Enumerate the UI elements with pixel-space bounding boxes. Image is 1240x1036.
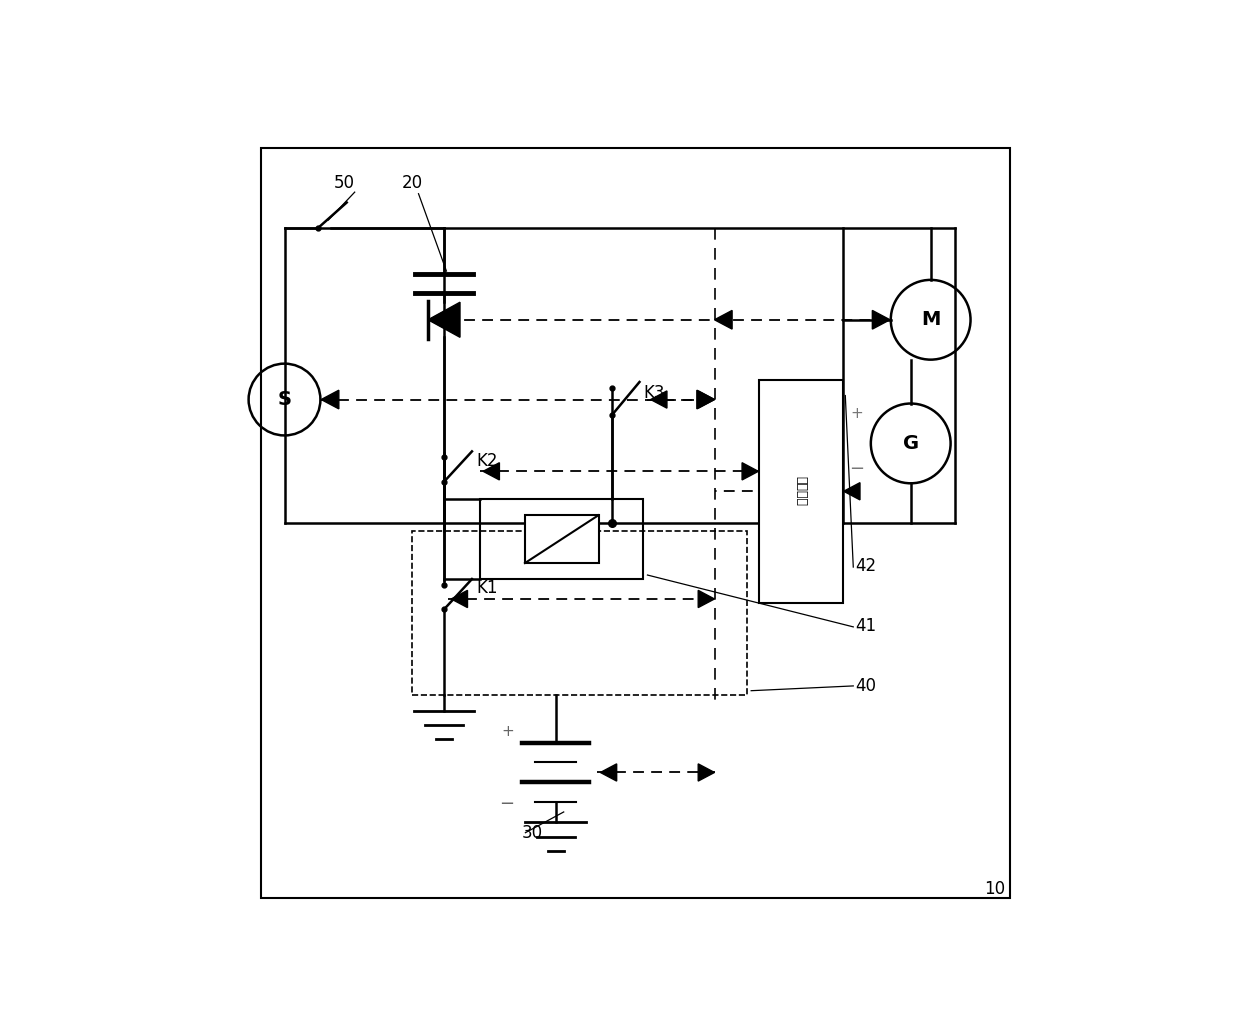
Polygon shape [428, 303, 460, 338]
Text: 50: 50 [334, 174, 355, 192]
Text: −: − [849, 460, 864, 478]
Text: 10: 10 [985, 881, 1006, 898]
Polygon shape [651, 391, 667, 408]
Text: 控制单元: 控制单元 [795, 477, 807, 507]
Text: K1: K1 [476, 579, 497, 598]
Text: 20: 20 [402, 174, 423, 192]
Polygon shape [698, 591, 714, 607]
Text: K2: K2 [476, 452, 497, 469]
Polygon shape [321, 391, 339, 409]
Text: 41: 41 [854, 616, 875, 635]
Polygon shape [873, 311, 890, 329]
Polygon shape [843, 483, 861, 500]
Polygon shape [484, 463, 500, 480]
Polygon shape [714, 311, 732, 329]
Text: 30: 30 [521, 825, 542, 842]
Text: G: G [903, 434, 919, 453]
Polygon shape [429, 311, 446, 329]
Polygon shape [451, 591, 467, 607]
Text: +: + [851, 406, 863, 421]
Polygon shape [525, 515, 599, 564]
Text: 40: 40 [854, 677, 875, 695]
Polygon shape [698, 391, 714, 408]
Text: 42: 42 [854, 557, 875, 575]
Polygon shape [698, 764, 714, 781]
Polygon shape [600, 764, 616, 781]
Polygon shape [759, 379, 843, 603]
Polygon shape [742, 463, 759, 480]
Polygon shape [697, 391, 714, 409]
Text: K3: K3 [644, 384, 665, 402]
Text: −: − [500, 795, 515, 813]
Text: M: M [921, 310, 940, 329]
Text: S: S [278, 390, 291, 409]
Text: +: + [501, 724, 515, 739]
